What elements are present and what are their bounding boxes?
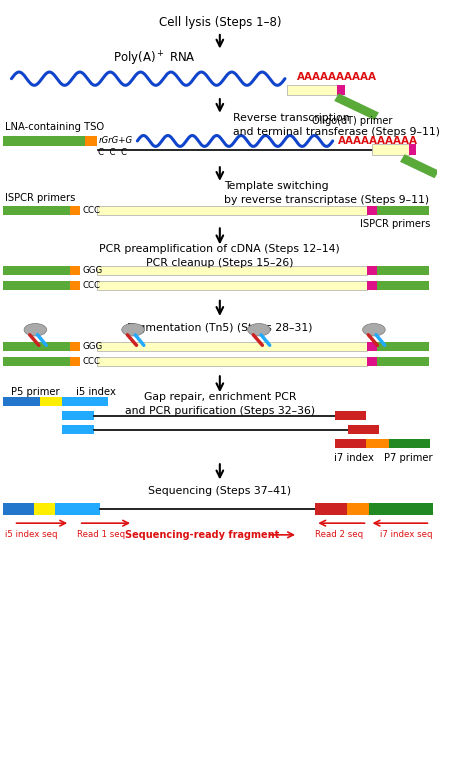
Bar bbox=[369, 503, 433, 514]
Bar bbox=[372, 144, 409, 154]
Bar bbox=[376, 267, 428, 275]
Bar bbox=[85, 136, 97, 146]
Text: LNA-containing TSO: LNA-containing TSO bbox=[5, 122, 104, 132]
Bar bbox=[376, 205, 428, 215]
Bar bbox=[34, 503, 55, 514]
Bar bbox=[3, 503, 34, 514]
Text: CCC: CCC bbox=[82, 357, 100, 366]
Text: Oligo(dT) primer: Oligo(dT) primer bbox=[312, 116, 392, 125]
Text: Template switching
by reverse transcriptase (Steps 9–11): Template switching by reverse transcript… bbox=[224, 181, 429, 205]
Text: PCR preamplification of cDNA (Steps 12–14)
PCR cleanup (Steps 15–26): PCR preamplification of cDNA (Steps 12–1… bbox=[100, 244, 340, 268]
Text: Read 2 seq: Read 2 seq bbox=[315, 530, 363, 539]
Text: Poly(A)$^+$ RNA: Poly(A)$^+$ RNA bbox=[113, 50, 196, 68]
Text: i5 index seq: i5 index seq bbox=[5, 530, 57, 539]
Bar bbox=[62, 411, 93, 420]
Bar bbox=[315, 503, 346, 514]
Bar bbox=[98, 281, 366, 290]
Bar bbox=[366, 205, 376, 215]
Bar bbox=[335, 439, 366, 448]
Text: i7 index seq: i7 index seq bbox=[380, 530, 433, 539]
Bar bbox=[40, 397, 62, 406]
Bar bbox=[348, 425, 379, 434]
Text: i7 index: i7 index bbox=[335, 453, 374, 463]
Bar bbox=[62, 425, 93, 434]
Bar bbox=[376, 357, 428, 366]
Bar bbox=[70, 267, 80, 275]
Text: Cell lysis (Steps 1–8): Cell lysis (Steps 1–8) bbox=[159, 16, 281, 29]
Bar bbox=[98, 342, 366, 351]
Bar bbox=[3, 281, 70, 290]
Ellipse shape bbox=[24, 324, 46, 336]
Bar bbox=[98, 205, 366, 215]
Text: ISPCR primers: ISPCR primers bbox=[360, 219, 430, 229]
Text: AAAAAAAAAA: AAAAAAAAAA bbox=[338, 136, 418, 146]
Text: rGrG+G: rGrG+G bbox=[98, 136, 132, 146]
Bar bbox=[287, 85, 337, 95]
Bar bbox=[335, 411, 366, 420]
Bar bbox=[70, 342, 80, 351]
Text: GGG: GGG bbox=[82, 267, 102, 275]
Ellipse shape bbox=[122, 324, 144, 336]
Text: CCC: CCC bbox=[82, 281, 100, 290]
Bar bbox=[55, 503, 100, 514]
Bar bbox=[337, 85, 345, 95]
Text: Gap repair, enrichment PCR
and PCR purification (Steps 32–36): Gap repair, enrichment PCR and PCR purif… bbox=[125, 393, 315, 416]
Bar bbox=[3, 136, 85, 146]
Text: Reverse transcription
and terminal transferase (Steps 9–11): Reverse transcription and terminal trans… bbox=[233, 114, 440, 137]
Bar bbox=[3, 205, 70, 215]
Text: Sequencing-ready fragment: Sequencing-ready fragment bbox=[125, 530, 280, 540]
Polygon shape bbox=[400, 154, 439, 178]
Text: P7 primer: P7 primer bbox=[384, 453, 433, 463]
Bar bbox=[3, 397, 40, 406]
Text: P5 primer: P5 primer bbox=[11, 387, 60, 397]
Bar bbox=[70, 205, 80, 215]
Bar bbox=[3, 357, 70, 366]
Bar bbox=[3, 267, 70, 275]
Bar bbox=[366, 267, 376, 275]
Bar bbox=[70, 357, 80, 366]
Bar bbox=[366, 357, 376, 366]
Bar bbox=[409, 144, 416, 154]
Ellipse shape bbox=[363, 324, 385, 336]
Text: Sequencing (Steps 37–41): Sequencing (Steps 37–41) bbox=[148, 486, 292, 495]
Text: ISPCR primers: ISPCR primers bbox=[5, 193, 75, 203]
Bar bbox=[389, 439, 430, 448]
Text: CCC: CCC bbox=[82, 205, 100, 215]
Bar bbox=[346, 503, 369, 514]
Text: i5 index: i5 index bbox=[76, 387, 116, 397]
Text: Tagmentation (Tn5) (Steps 28–31): Tagmentation (Tn5) (Steps 28–31) bbox=[127, 323, 312, 332]
Bar bbox=[366, 281, 376, 290]
Text: AAAAAAAAAA: AAAAAAAAAA bbox=[297, 72, 377, 82]
Polygon shape bbox=[334, 93, 379, 120]
Bar bbox=[3, 342, 70, 351]
Ellipse shape bbox=[247, 324, 270, 336]
Text: GGG: GGG bbox=[82, 342, 102, 351]
Bar bbox=[376, 342, 428, 351]
Bar bbox=[98, 357, 366, 366]
Bar bbox=[62, 397, 108, 406]
Bar bbox=[376, 281, 428, 290]
Bar bbox=[366, 342, 376, 351]
Bar bbox=[70, 281, 80, 290]
Bar bbox=[98, 267, 366, 275]
Text: C  C  C: C C C bbox=[98, 147, 128, 157]
Bar bbox=[366, 439, 389, 448]
Text: Read 1 seq: Read 1 seq bbox=[77, 530, 125, 539]
